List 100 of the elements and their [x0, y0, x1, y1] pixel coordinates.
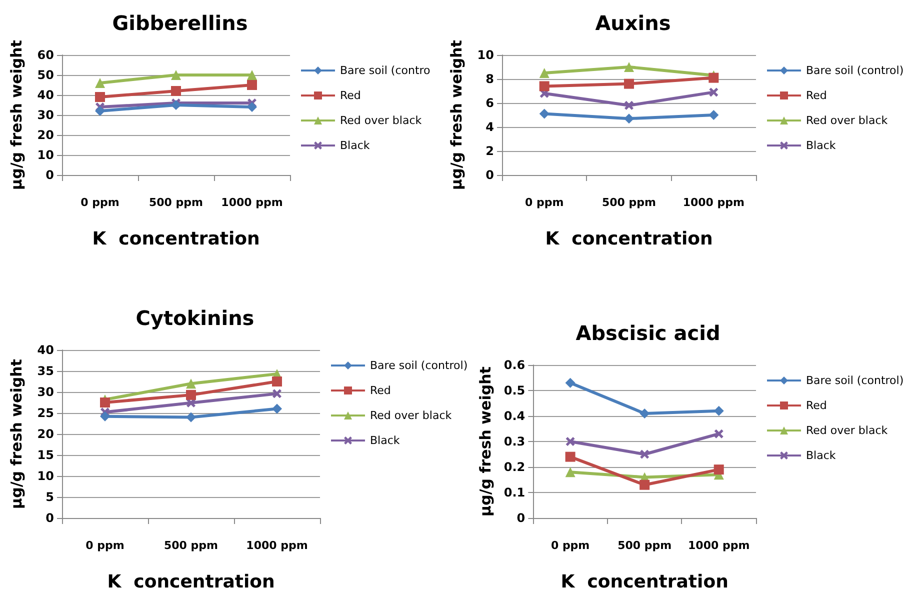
point	[640, 408, 650, 418]
point	[247, 102, 257, 112]
y-tick-label: 5	[46, 490, 54, 504]
legend-label: Red over black	[370, 409, 452, 422]
point	[100, 398, 110, 408]
chart-title: Cytokinins	[136, 306, 254, 330]
x-tick-label: 0 ppm	[86, 539, 124, 552]
point	[171, 70, 181, 80]
chart-title: Abscisic acid	[576, 321, 720, 345]
point	[186, 378, 196, 389]
y-axis-title: μg/g fresh weight	[476, 366, 494, 516]
point	[624, 62, 634, 72]
y-tick-label: 50	[37, 68, 54, 82]
legend-label: Black	[370, 434, 400, 447]
point	[624, 78, 634, 89]
x-axis-title: K concentration	[560, 572, 728, 592]
y-tick-label: 0	[516, 511, 526, 525]
point	[95, 92, 105, 102]
point	[640, 480, 650, 490]
y-axis-title: μg/g fresh weight	[8, 40, 26, 190]
x-tick-label: 1000 ppm	[246, 539, 308, 552]
y-tick-label: 0	[486, 168, 494, 182]
legend-label: Red	[806, 89, 827, 102]
y-tick-label: 30	[37, 385, 54, 399]
chart-title: Gibberellins	[112, 11, 248, 35]
legend-label: Red	[806, 399, 827, 412]
point	[539, 108, 550, 119]
point	[709, 88, 718, 97]
point	[539, 68, 550, 78]
y-tick-label: 0.1	[504, 486, 526, 500]
y-tick-label: 10	[477, 48, 494, 62]
point	[708, 110, 719, 120]
point	[708, 72, 719, 83]
point	[100, 411, 110, 422]
x-tick-label: 500 ppm	[618, 539, 672, 552]
y-axis-title: μg/g fresh weight	[448, 40, 466, 190]
x-tick-label: 500 ppm	[164, 539, 218, 552]
legend-label: Black	[806, 139, 836, 152]
y-tick-label: 10	[37, 469, 54, 483]
x-tick-label: 0 ppm	[524, 196, 564, 209]
y-tick-label: 6	[486, 96, 494, 110]
point	[714, 429, 724, 438]
legend-label: Red over black	[806, 114, 888, 127]
point	[565, 452, 576, 462]
legend-label: Red	[340, 89, 361, 102]
y-tick-label: 40	[37, 343, 54, 357]
point	[566, 437, 575, 446]
x-tick-label: 0 ppm	[80, 196, 120, 209]
y-tick-label: 0	[46, 511, 54, 525]
point	[272, 404, 282, 414]
point	[186, 390, 196, 400]
point	[714, 406, 724, 416]
x-axis-title: K concentration	[107, 572, 275, 592]
legend-label: Bare soil (control)	[806, 64, 904, 77]
x-tick-label: 0 ppm	[550, 539, 590, 552]
legend-label: Bare soil (control)	[806, 374, 904, 387]
y-tick-label: 35	[37, 364, 54, 378]
x-tick-label: 500 ppm	[602, 196, 656, 209]
point	[95, 106, 105, 116]
point	[272, 376, 282, 386]
y-tick-label: 60	[37, 48, 54, 62]
y-tick-label: 0.6	[504, 358, 526, 372]
y-tick-label: 0.2	[504, 460, 526, 474]
point	[247, 70, 257, 80]
x-tick-label: 1000 ppm	[688, 539, 750, 552]
x-axis-title: K concentration	[92, 228, 260, 250]
point	[624, 114, 634, 124]
point	[624, 100, 634, 110]
y-tick-label: 8	[486, 72, 494, 86]
point	[247, 80, 257, 90]
y-tick-label: 4	[486, 120, 494, 134]
legend-label: Bare soil (contro	[340, 64, 431, 77]
legend-label: Red over black	[806, 424, 888, 437]
x-axis-title: K concentration	[545, 228, 713, 250]
x-tick-label: 1000 ppm	[221, 196, 283, 209]
point	[640, 450, 650, 459]
point	[95, 78, 105, 88]
point	[565, 467, 576, 478]
y-tick-label: 25	[37, 406, 54, 420]
y-tick-label: 0.3	[504, 434, 526, 448]
legend-label: Black	[806, 449, 836, 462]
y-tick-label: 0	[46, 168, 54, 182]
legend-label: Bare soil (control)	[370, 359, 468, 372]
point	[565, 378, 576, 388]
legend-label: Red	[370, 384, 391, 397]
point	[539, 81, 550, 92]
legend-label: Red over black	[340, 114, 422, 127]
y-tick-label: 10	[37, 148, 54, 162]
point	[272, 389, 282, 398]
y-tick-label: 2	[486, 144, 494, 158]
y-tick-label: 0.5	[504, 384, 526, 398]
x-tick-label: 500 ppm	[148, 196, 204, 209]
y-tick-label: 20	[37, 427, 54, 441]
chart-title: Auxins	[595, 11, 671, 35]
point	[186, 412, 196, 422]
y-tick-label: 30	[37, 108, 54, 122]
point	[171, 86, 181, 96]
point	[714, 464, 724, 475]
legend-label: Black	[340, 139, 370, 152]
y-tick-label: 15	[37, 448, 54, 462]
